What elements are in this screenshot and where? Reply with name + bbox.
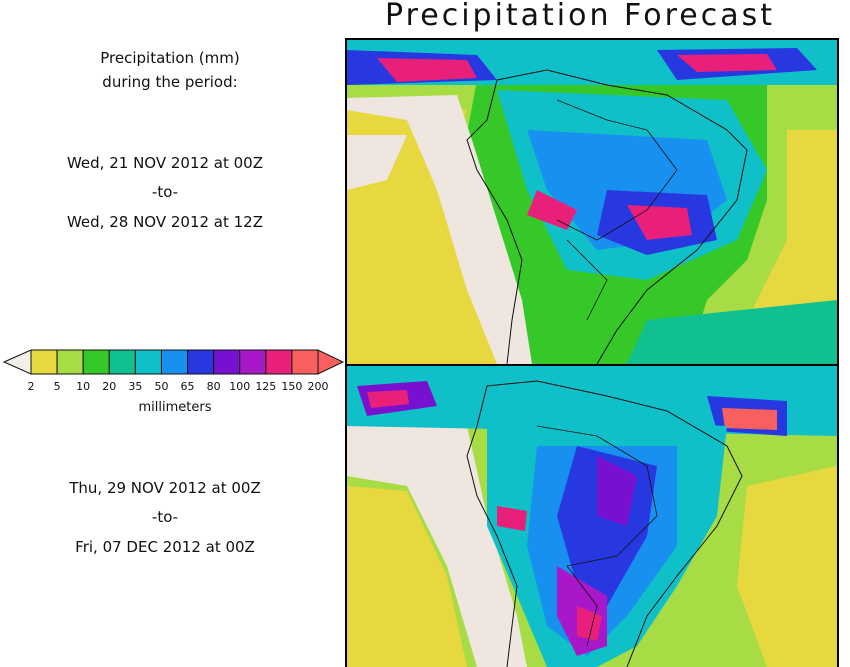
period1-start: Wed, 21 NOV 2012 at 00Z — [66, 154, 264, 172]
colorbar-low-arrow — [2, 349, 32, 375]
colorbar-tick-label: 150 — [281, 380, 302, 393]
colorbar-cell — [265, 349, 293, 375]
colorbar-tick-label: 80 — [207, 380, 221, 393]
colorbar-tick-label: 125 — [255, 380, 276, 393]
period1-end: Wed, 28 NOV 2012 at 12Z — [66, 213, 264, 231]
colorbar-tick-label: 65 — [181, 380, 195, 393]
period2-start: Thu, 29 NOV 2012 at 00Z — [69, 479, 261, 497]
colorbar-tick-label: 50 — [154, 380, 168, 393]
colorbar-tick-label: 35 — [128, 380, 142, 393]
colorbar-cell — [239, 349, 267, 375]
page-title: Precipitation Forecast — [385, 0, 775, 33]
colorbar-tick-label: 20 — [102, 380, 116, 393]
colorbar-tick-label: 100 — [229, 380, 250, 393]
colorbar-cell — [291, 349, 319, 375]
colorbar-cell — [187, 349, 215, 375]
colorbar-cell — [108, 349, 136, 375]
colorbar-cell — [82, 349, 110, 375]
colorbar-tick-label: 2 — [28, 380, 35, 393]
period1-separator: -to- — [151, 183, 179, 201]
forecast-map-period-2 — [345, 364, 839, 667]
colorbar-tick-label: 5 — [54, 380, 61, 393]
colorbar-high-arrow — [317, 349, 345, 375]
forecast-map-period-1 — [345, 38, 839, 366]
period2-end: Fri, 07 DEC 2012 at 00Z — [75, 538, 255, 556]
colorbar-cell — [160, 349, 189, 375]
colorbar-tick-label: 10 — [76, 380, 90, 393]
colorbar-cell — [213, 349, 241, 375]
colorbar-cell — [56, 349, 84, 375]
colorbar-cell — [134, 349, 162, 375]
colorbar-units-label: millimeters — [139, 400, 212, 413]
colorbar-cell — [30, 349, 58, 375]
period2-separator: -to- — [151, 508, 179, 526]
colorbar-tick-label: 200 — [308, 380, 329, 393]
legend-heading-line2: during the period: — [102, 73, 238, 91]
colorbar-legend: 2 5 10 20 35 50 65 80 100 125 150 200 millimeters — [2, 349, 345, 413]
legend-heading-line1: Precipitation (mm) — [100, 49, 240, 67]
